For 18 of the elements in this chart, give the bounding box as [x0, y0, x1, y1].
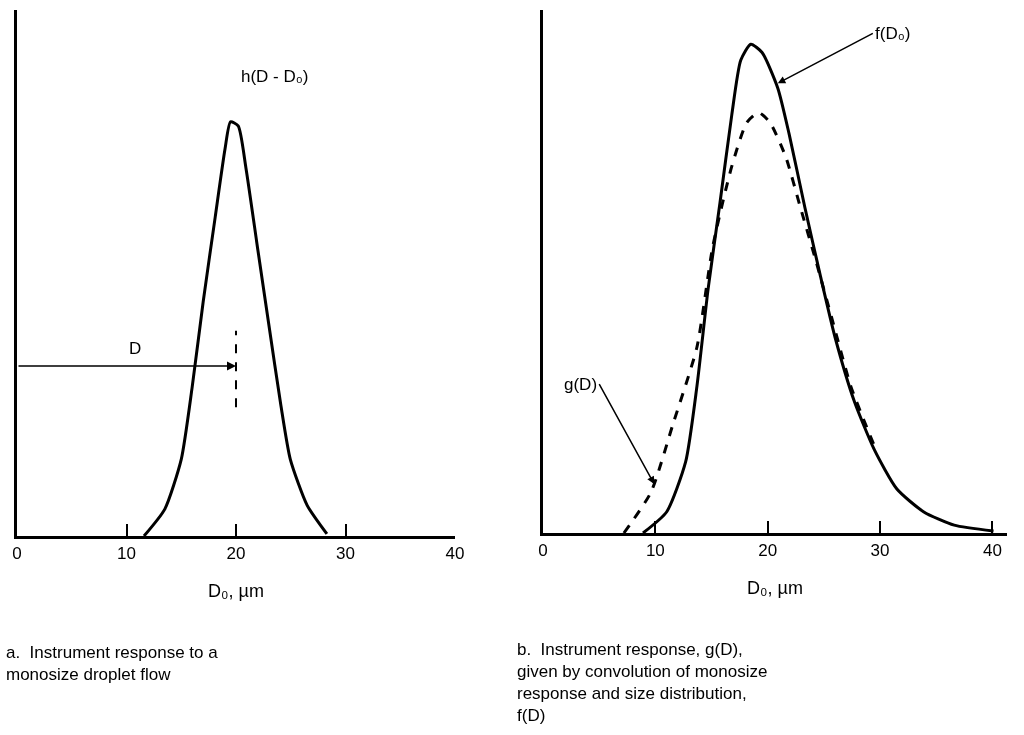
x-tick-label: 40: [982, 541, 1002, 561]
annotation: D: [129, 339, 142, 358]
x-tick-label: 0: [12, 544, 22, 564]
annotation: f(D₀): [875, 24, 911, 43]
x-tick-label: 20: [226, 544, 246, 564]
x-tick-label: 30: [870, 541, 890, 561]
x-axis-title: D₀, µm: [208, 580, 264, 601]
x-tick-label: 10: [645, 541, 665, 561]
x-tick-label: 20: [758, 541, 778, 561]
x-tick-label: 40: [445, 544, 465, 564]
text: h(D - D₀): [241, 67, 309, 86]
x-tick-label: 30: [336, 544, 355, 564]
x-tick-label: 10: [117, 544, 136, 564]
annotation: g(D): [564, 375, 598, 394]
x-axis-title: D₀, µm: [747, 577, 803, 598]
text: b. Instrument response, g(D), given by convolution of monosize response and size distribution, f(D): [517, 640, 768, 726]
text: a. Instrument response to a monosize droplet flow: [6, 643, 219, 685]
x-tick-label: 0: [538, 541, 548, 561]
